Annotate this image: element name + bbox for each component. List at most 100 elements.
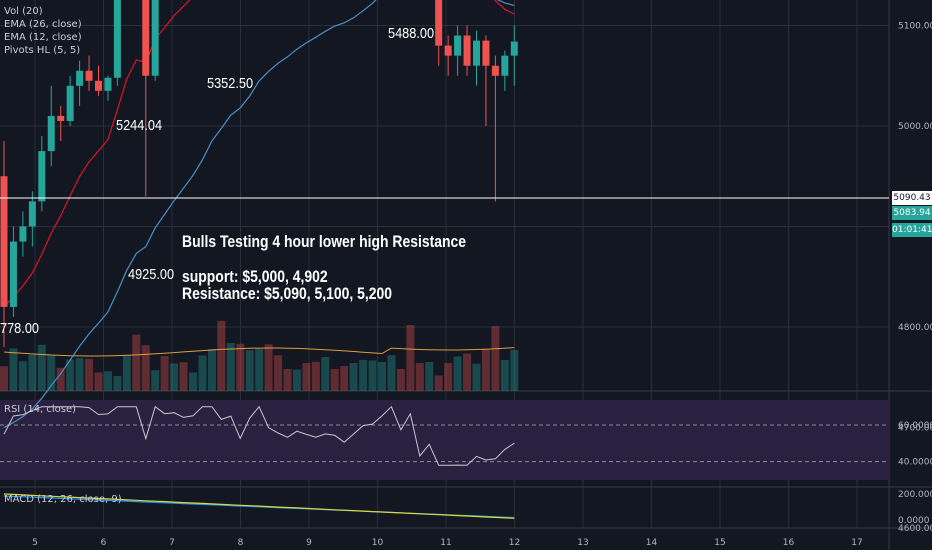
annotation-support: support: $5,000, 4,902 (182, 267, 328, 286)
volume-bar (481, 348, 490, 391)
volume-bar (396, 369, 405, 391)
volume-bar (491, 326, 500, 391)
x-tick: 11 (440, 538, 451, 548)
volume-bar (189, 372, 197, 391)
volume-bar (28, 354, 37, 391)
volume-bar (406, 325, 415, 391)
x-tick: 7 (169, 538, 175, 548)
volume-bar (415, 363, 424, 391)
volume-bar (510, 350, 519, 391)
pivot-high-5352: 5352.50 (207, 75, 254, 92)
x-tick: 15 (714, 538, 725, 548)
ema26-line (3, 0, 515, 429)
x-tick: 8 (238, 538, 244, 548)
volume-bar (75, 358, 84, 391)
volume-bar (311, 361, 320, 391)
volume-bar (0, 366, 8, 391)
candle-body (463, 35, 471, 66)
candle-body (435, 0, 443, 46)
volume-bar (444, 363, 453, 391)
macd-indicator-label[interactable]: MACD (12, 26, close, 9) (4, 494, 122, 505)
price-tick: 5100.00 (898, 22, 932, 32)
volume-bar (103, 371, 112, 391)
bar-countdown-label: 01:01:41 (892, 223, 932, 237)
candle-body (66, 85, 74, 121)
volume-bar (378, 362, 386, 391)
x-tick: 5 (32, 538, 38, 548)
price-tick: 5000.00 (898, 122, 932, 132)
candle-body (19, 226, 27, 242)
candle-body (95, 80, 102, 91)
pivot-low-4778: 778.00 (0, 320, 40, 337)
volume-bar (453, 356, 462, 391)
pivot-low-4925: 4925.00 (128, 266, 175, 283)
macd-tick: 200.0000 (898, 490, 932, 500)
volume-bar (425, 362, 434, 391)
x-tick: 17 (851, 538, 862, 548)
volume-bar (37, 344, 46, 391)
candle-body (501, 55, 509, 76)
volume-bar (283, 369, 292, 391)
volume-bar (245, 350, 254, 391)
volume-bar (47, 355, 56, 391)
candle-body (454, 35, 462, 56)
candle-body (47, 115, 55, 152)
volume-bar (340, 366, 349, 391)
candle-body (151, 0, 159, 76)
candle-body (113, 0, 121, 78)
volume-bars (0, 320, 519, 391)
candle-body (28, 201, 36, 227)
x-tick: 6 (101, 538, 107, 548)
volume-bar (160, 356, 169, 391)
candle-body (142, 0, 150, 76)
volume-bar (368, 360, 377, 391)
candle-body (491, 65, 499, 76)
volume-bar (330, 369, 339, 391)
candle-body (0, 176, 8, 307)
rsi-indicator-label[interactable]: RSI (14, close) (4, 404, 77, 415)
x-tick: 10 (372, 538, 384, 548)
volume-bar (472, 363, 481, 391)
rsi-indicator (0, 405, 889, 466)
volume-bar (292, 369, 301, 391)
volume-bar (207, 349, 216, 391)
volume-bar (217, 320, 226, 391)
volume-bar (132, 334, 141, 391)
x-tick: 14 (646, 538, 658, 548)
candle-body (473, 40, 480, 66)
price-tick: 4600.00 (898, 524, 932, 534)
candle-body (57, 115, 65, 121)
x-tick: 12 (509, 538, 520, 548)
candle-body (510, 41, 518, 56)
volume-bar (255, 349, 264, 391)
annotation-resistance: Resistance: $5,090, 5,100, 5,200 (182, 284, 393, 303)
volume-bar (274, 355, 283, 391)
macd-tick: 0.0000 (898, 516, 930, 526)
candle-body (482, 40, 490, 66)
annotation-title: Bulls Testing 4 hour lower high Resistan… (182, 232, 467, 251)
volume-bar (179, 362, 188, 391)
ema26-indicator-label[interactable]: EMA (26, close) (4, 19, 82, 30)
volume-bar (141, 345, 150, 391)
candlestick-series (0, 0, 518, 348)
candle-body (38, 151, 46, 202)
volume-bar (500, 360, 509, 391)
volume-bar (18, 361, 27, 391)
candle-body (9, 241, 17, 307)
ema12-indicator-label[interactable]: EMA (12, close) (4, 32, 82, 43)
rsi-tick: 40.0000 (898, 458, 932, 468)
candle-body (444, 45, 452, 56)
pivot-high-5244: 5244.04 (116, 117, 163, 134)
price-line-label: 5090.43 (892, 191, 932, 205)
vol-indicator-label[interactable]: Vol (20) (4, 6, 43, 17)
candle-body (104, 77, 112, 91)
volume-ma-line (3, 347, 515, 357)
volume-bar (226, 343, 235, 391)
pivots-indicator-label[interactable]: Pivots HL (5, 5) (4, 45, 81, 56)
volume-bar (198, 355, 207, 391)
rsi-panel-background (0, 400, 889, 480)
pivot-high-5488: 5488.00 (388, 25, 435, 42)
volume-bar (236, 343, 245, 391)
volume-bar (302, 363, 311, 391)
